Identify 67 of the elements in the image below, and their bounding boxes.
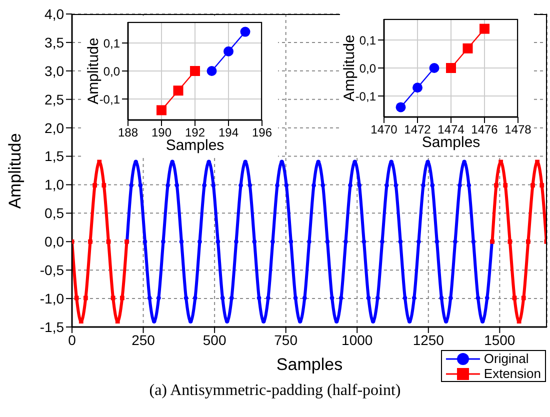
point [190,66,200,76]
y-tick-label: 0,0 [103,64,120,78]
x-tick-label: 1500 [484,332,516,348]
y-tick-label: 1,5 [44,148,64,164]
point [480,24,490,34]
y-tick-label: -0,1 [355,89,376,104]
x-tick-label: 1476 [471,122,498,137]
point [156,105,166,116]
y-tick-label: 0,0 [44,234,64,250]
point [540,183,544,188]
y-tick-label: 1,0 [44,176,64,193]
x-tick-label: 192 [184,126,206,140]
x-tick-label: 194 [218,126,239,140]
point [206,66,217,76]
point [240,26,250,37]
point [83,296,88,300]
x-tick-label: 250 [132,332,156,348]
x-tick-label: 196 [252,126,272,140]
legend-label: Original [484,351,529,366]
x-tick-label: 190 [151,126,172,140]
x-tick-label: 1474 [438,122,465,137]
text: (a) Antisymmetric-padding (half-point) [148,382,402,400]
point [429,63,440,73]
point [173,86,184,96]
x-tick-label: 1478 [504,122,532,137]
y-tick-label: 0,1 [103,36,120,50]
point [412,82,422,93]
x-axis-title: Samples [420,134,482,152]
point [462,43,473,54]
y-tick-label: -1,5 [40,318,64,335]
x-tick-label: 0 [68,332,76,348]
point [88,239,92,244]
point [106,239,111,244]
y-tick-label: 0,0 [359,61,376,76]
point [120,296,124,300]
y-tick-label: -1,0 [40,290,64,307]
y-tick-label: -0,1 [99,92,120,106]
y-tick-label: 3,5 [44,34,64,50]
y-tick-label: 2,5 [44,91,64,108]
point [92,183,98,188]
x-tick-label: 1472 [404,122,432,137]
point [102,183,106,188]
point [396,102,406,112]
x-axis-title: Samples [164,137,226,154]
x-tick-label: 1250 [412,332,444,348]
x-tick-label: 188 [118,126,138,140]
point [74,296,79,300]
y-tick-label: 2,0 [44,120,64,136]
x-tick-label: 500 [202,332,226,348]
point [503,183,508,188]
x-axis-title: Samples [276,355,343,374]
y-tick-label: 4,0 [44,6,64,22]
y-tick-label: 0,1 [359,33,376,48]
y-tick-label: 3,0 [44,62,64,79]
point [508,239,512,244]
x-tick-label: 750 [274,332,298,348]
legend-label: Extension [484,366,541,381]
x-tick-label: 1000 [342,332,373,348]
y-tick-label: 0,5 [44,205,64,222]
y-tick-label: -0,5 [40,262,64,278]
point [446,63,456,73]
point [526,239,530,244]
x-tick-label: 1470 [370,122,398,137]
point [110,296,116,300]
point [224,46,234,56]
point [521,296,526,300]
y-axis-title: Amplitude [6,132,26,208]
